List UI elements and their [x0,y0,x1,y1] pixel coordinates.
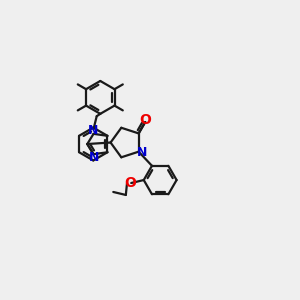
Text: N: N [89,151,99,164]
Text: N: N [88,124,98,137]
Text: O: O [124,176,136,190]
Text: O: O [140,112,152,127]
Text: N: N [136,146,147,159]
